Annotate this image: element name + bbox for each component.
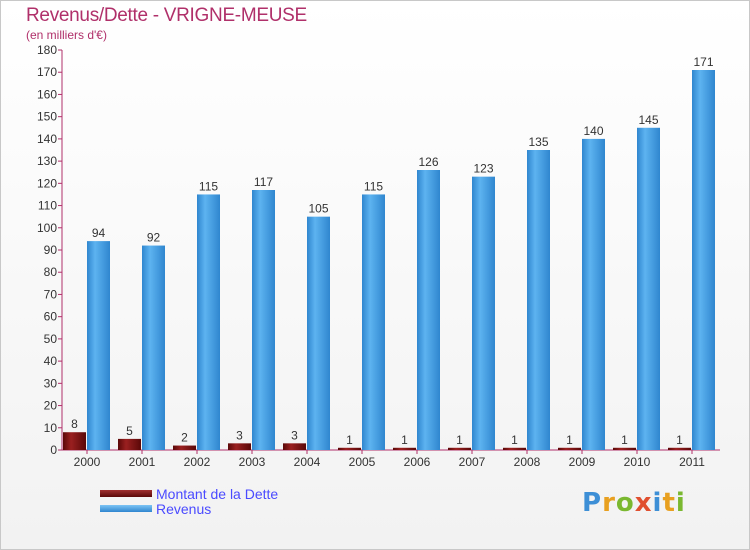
- y-tick-label: 40: [44, 354, 58, 368]
- data-label-revenue: 115: [364, 179, 383, 193]
- y-tick-label: 20: [44, 399, 58, 413]
- data-label-debt: 1: [346, 433, 353, 447]
- bar-debt: [613, 447, 636, 450]
- bar-debt: [118, 438, 141, 450]
- y-tick-label: 0: [50, 443, 57, 457]
- y-tick-label: 30: [44, 376, 58, 390]
- bar-debt: [338, 447, 361, 450]
- bar-revenue: [362, 194, 385, 450]
- data-label-revenue: 117: [254, 175, 273, 189]
- x-tick-label: 2003: [239, 455, 266, 469]
- data-label-revenue: 171: [693, 55, 713, 69]
- bar-revenue: [87, 241, 110, 450]
- legend: Montant de la Dette Revenus: [100, 485, 279, 517]
- brand-logo: Proxiti: [582, 488, 686, 518]
- data-label-revenue: 94: [92, 226, 106, 240]
- x-tick-label: 2007: [459, 455, 486, 469]
- data-label-revenue: 92: [147, 231, 161, 245]
- data-label-revenue: 105: [308, 202, 328, 216]
- y-tick-label: 70: [44, 287, 58, 301]
- y-tick-label: 90: [44, 243, 58, 257]
- bar-revenue: [307, 216, 330, 450]
- y-tick-label: 10: [44, 421, 58, 435]
- chart-subtitle: (en milliers d'€): [26, 28, 107, 42]
- chart-title: Revenus/Dette - VRIGNE-MEUSE: [26, 5, 307, 26]
- x-tick-label: 2002: [184, 455, 211, 469]
- y-tick-label: 100: [37, 221, 57, 235]
- bar-revenue: [527, 150, 550, 450]
- bar-revenue: [582, 138, 605, 450]
- x-tick-label: 2006: [404, 455, 431, 469]
- y-tick-label: 180: [37, 43, 57, 57]
- bar-debt: [63, 432, 86, 450]
- brand-letter: r: [602, 488, 616, 518]
- brand-letter: t: [662, 488, 676, 518]
- legend-item-revenue: Revenus: [100, 500, 278, 517]
- data-label-debt: 2: [181, 431, 188, 445]
- bar-debt: [503, 447, 526, 450]
- legend-label-revenue: Revenus: [156, 500, 212, 517]
- x-tick-label: 2001: [129, 455, 156, 469]
- x-tick-label: 2009: [569, 455, 596, 469]
- data-label-debt: 1: [456, 433, 463, 447]
- data-label-debt: 5: [126, 424, 133, 438]
- data-label-debt: 3: [236, 428, 243, 442]
- legend-item-debt: Montant de la Dette: [100, 485, 279, 502]
- bar-revenue: [197, 194, 220, 450]
- y-tick-label: 50: [44, 332, 58, 346]
- y-tick-label: 160: [37, 87, 57, 101]
- data-label-revenue: 123: [473, 162, 493, 176]
- data-label-revenue: 140: [583, 124, 603, 138]
- x-tick-label: 2011: [679, 455, 705, 469]
- brand-letter: P: [582, 488, 603, 518]
- bar-debt: [668, 447, 691, 450]
- brand-letter: i: [675, 488, 686, 518]
- y-tick-label: 120: [37, 176, 57, 190]
- data-label-revenue: 126: [418, 155, 438, 169]
- x-tick-label: 2000: [74, 455, 101, 469]
- data-label-debt: 1: [566, 433, 573, 447]
- data-label-revenue: 145: [638, 113, 658, 127]
- bar-revenue: [472, 176, 495, 450]
- y-tick-label: 130: [37, 154, 57, 168]
- legend-swatch-revenue: [100, 505, 152, 512]
- bar-debt: [228, 443, 251, 450]
- y-tick-label: 110: [38, 199, 57, 213]
- y-tick-label: 80: [44, 265, 58, 279]
- x-tick-label: 2005: [349, 455, 376, 469]
- legend-swatch-debt: [100, 490, 152, 497]
- bar-debt: [448, 447, 471, 450]
- bar-debt: [558, 447, 581, 450]
- bar-revenue: [142, 245, 165, 450]
- data-label-revenue: 135: [528, 135, 548, 149]
- bar-debt: [283, 443, 306, 450]
- data-label-revenue: 115: [199, 179, 218, 193]
- bar-revenue: [417, 170, 440, 450]
- x-tick-label: 2004: [294, 455, 321, 469]
- brand-letter: i: [652, 488, 663, 518]
- data-label-debt: 1: [401, 433, 408, 447]
- bar-revenue: [692, 70, 715, 450]
- bar-debt: [393, 447, 416, 450]
- data-label-debt: 1: [621, 433, 628, 447]
- data-label-debt: 8: [71, 417, 78, 431]
- y-tick-label: 140: [37, 132, 57, 146]
- x-tick-label: 2010: [624, 455, 651, 469]
- brand-letter: x: [634, 488, 653, 518]
- data-label-debt: 3: [291, 428, 298, 442]
- bar-debt: [173, 445, 196, 450]
- brand-letter: o: [615, 488, 635, 518]
- data-label-debt: 1: [676, 433, 683, 447]
- bar-revenue: [252, 190, 275, 450]
- x-tick-label: 2008: [514, 455, 541, 469]
- y-tick-label: 170: [37, 65, 57, 79]
- y-tick-label: 60: [44, 310, 58, 324]
- legend-label-debt: Montant de la Dette: [156, 485, 279, 502]
- bar-revenue: [637, 127, 660, 451]
- y-tick-label: 150: [37, 110, 57, 124]
- data-label-debt: 1: [511, 433, 518, 447]
